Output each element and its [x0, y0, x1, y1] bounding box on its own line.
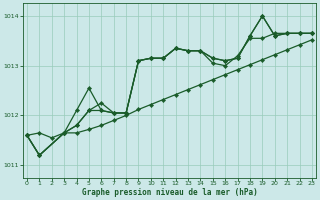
X-axis label: Graphe pression niveau de la mer (hPa): Graphe pression niveau de la mer (hPa) — [82, 188, 257, 197]
